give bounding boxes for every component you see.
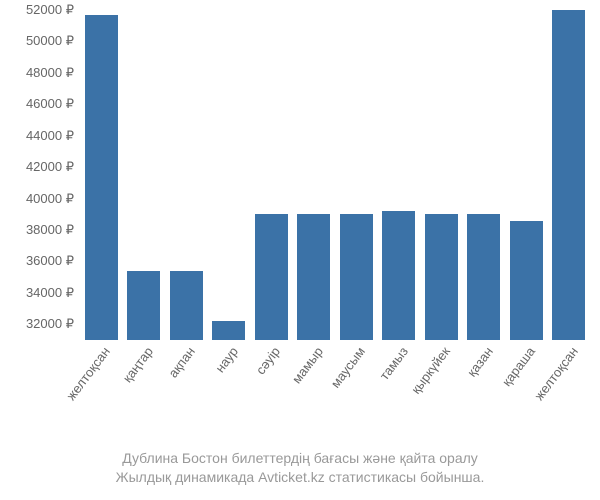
bar-slot	[378, 10, 421, 340]
bars-group	[80, 10, 590, 340]
x-tick-label: қараша	[499, 344, 538, 389]
y-tick-label: 44000 ₽	[26, 128, 74, 144]
bar	[170, 271, 203, 340]
bar-slot	[165, 10, 208, 340]
y-tick-label: 38000 ₽	[26, 222, 74, 238]
bar-slot	[420, 10, 463, 340]
x-tick-label: сәуір	[253, 344, 283, 377]
bar-slot	[463, 10, 506, 340]
bar-slot	[80, 10, 123, 340]
bar-slot	[548, 10, 591, 340]
bar	[382, 211, 415, 340]
y-tick-label: 48000 ₽	[26, 65, 74, 81]
chart-caption: Дублина Бостон билеттердің бағасы және қ…	[0, 449, 600, 488]
bar	[467, 214, 500, 340]
y-tick-label: 46000 ₽	[26, 96, 74, 112]
x-tick-label: маусым	[328, 344, 368, 391]
bar	[127, 271, 160, 340]
bar	[212, 321, 245, 340]
x-tick-label: мамыр	[289, 344, 326, 386]
plot-area	[80, 10, 590, 340]
bar	[255, 214, 288, 340]
x-tick-label: қаңтар	[119, 344, 155, 385]
y-tick-label: 40000 ₽	[26, 191, 74, 207]
y-tick-label: 42000 ₽	[26, 159, 74, 175]
bar-slot	[250, 10, 293, 340]
y-tick-label: 52000 ₽	[26, 2, 74, 18]
x-tick-label: желтоқсан	[531, 344, 581, 403]
bar	[510, 221, 543, 340]
y-tick-label: 36000 ₽	[26, 253, 74, 269]
bar	[85, 15, 118, 340]
x-tick-label: қазан	[464, 344, 496, 380]
price-chart: 32000 ₽ 34000 ₽ 36000 ₽ 38000 ₽ 40000 ₽ 42000…	[0, 0, 600, 500]
x-tick-label: ақпан	[166, 344, 199, 380]
y-axis: 32000 ₽ 34000 ₽ 36000 ₽ 38000 ₽ 40000 ₽ 42000…	[0, 10, 78, 340]
bar	[297, 214, 330, 340]
bar	[425, 214, 458, 340]
bar-slot	[208, 10, 251, 340]
y-tick-label: 50000 ₽	[26, 33, 74, 49]
bar-slot	[335, 10, 378, 340]
y-tick-label: 34000 ₽	[26, 285, 74, 301]
x-tick-label: желтоқсан	[64, 344, 114, 403]
bar	[340, 214, 373, 340]
caption-line-1: Дублина Бостон билеттердің бағасы және қ…	[0, 449, 600, 469]
bar-slot	[293, 10, 336, 340]
caption-line-2: Жылдық динамикада Avticket.kz статистика…	[0, 468, 600, 488]
x-tick-label: наур	[212, 344, 241, 375]
bar-slot	[123, 10, 166, 340]
bar	[552, 10, 585, 340]
y-tick-label: 32000 ₽	[26, 316, 74, 332]
x-tick-label: тамыз	[376, 344, 410, 383]
x-tick-label: қыркүйек	[408, 344, 453, 397]
bar-slot	[505, 10, 548, 340]
